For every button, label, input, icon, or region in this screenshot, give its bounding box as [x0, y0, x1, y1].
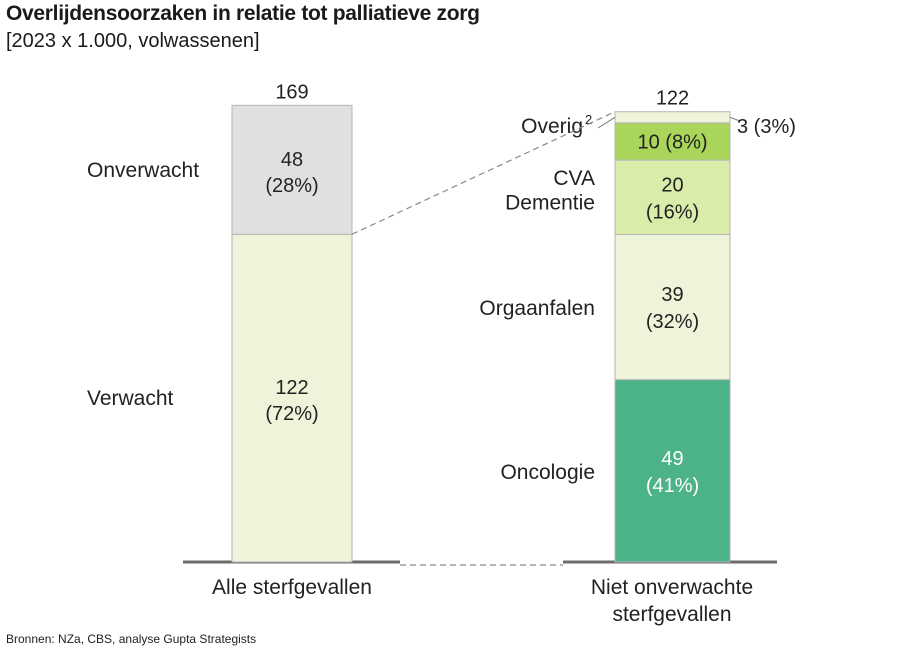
value-label-oncologie: 49: [661, 448, 683, 470]
value-label-overig: 3 (3%): [737, 116, 796, 138]
category-label-verwacht: Verwacht: [87, 387, 174, 410]
callout-line-overig-right: [729, 116, 741, 122]
total-label-left: 169: [275, 81, 308, 103]
chart-subtitle: [2023 x 1.000, volwassenen]: [6, 30, 260, 52]
bar-segment-dementie: [614, 159, 731, 236]
pct-label-onverwacht: (28%): [265, 175, 318, 197]
category-label-overig: Overig: [521, 115, 583, 138]
axis-label-right-line1: Niet onverwachte: [591, 576, 753, 599]
pct-label-dementie: (16%): [646, 201, 699, 223]
value-label-dementie: 20: [661, 174, 683, 196]
value-label-orgaanfalen: 39: [661, 284, 683, 306]
value-label-verwacht: 122: [275, 377, 308, 399]
bar-segment-overig: [614, 111, 731, 124]
value-label-onverwacht: 48: [281, 149, 303, 171]
connector-line-top: [351, 111, 616, 235]
axis-label-left: Alle sterfgevallen: [212, 576, 372, 599]
source-note: Bronnen: NZa, CBS, analyse Gupta Strateg…: [6, 632, 257, 646]
category-label-cva: CVA: [553, 167, 595, 190]
category-label-onverwacht: Onverwacht: [87, 159, 199, 182]
bar-segment-oncologie: [614, 379, 731, 563]
total-label-right: 122: [656, 88, 689, 110]
category-label-oncologie: Oncologie: [500, 461, 595, 484]
bar-segment-cva: [614, 122, 731, 161]
callout-line-overig-left: [597, 116, 616, 129]
value-label-cva: 10 (8%): [637, 131, 707, 153]
axis-label-right-line2: sterfgevallen: [612, 603, 731, 626]
pct-label-orgaanfalen: (32%): [646, 311, 699, 333]
bar-segment-orgaanfalen: [614, 234, 731, 381]
category-label-dementie: Dementie: [505, 191, 595, 214]
category-label-orgaanfalen: Orgaanfalen: [479, 297, 595, 320]
pct-label-verwacht: (72%): [265, 403, 318, 425]
pct-label-oncologie: (41%): [646, 475, 699, 497]
bar-segment-onverwacht: [231, 104, 353, 235]
chart-title: Overlijdensoorzaken in relatie tot palli…: [6, 2, 480, 25]
category-label-superscript: 2: [585, 112, 592, 127]
bar-segment-verwacht: [231, 233, 353, 563]
